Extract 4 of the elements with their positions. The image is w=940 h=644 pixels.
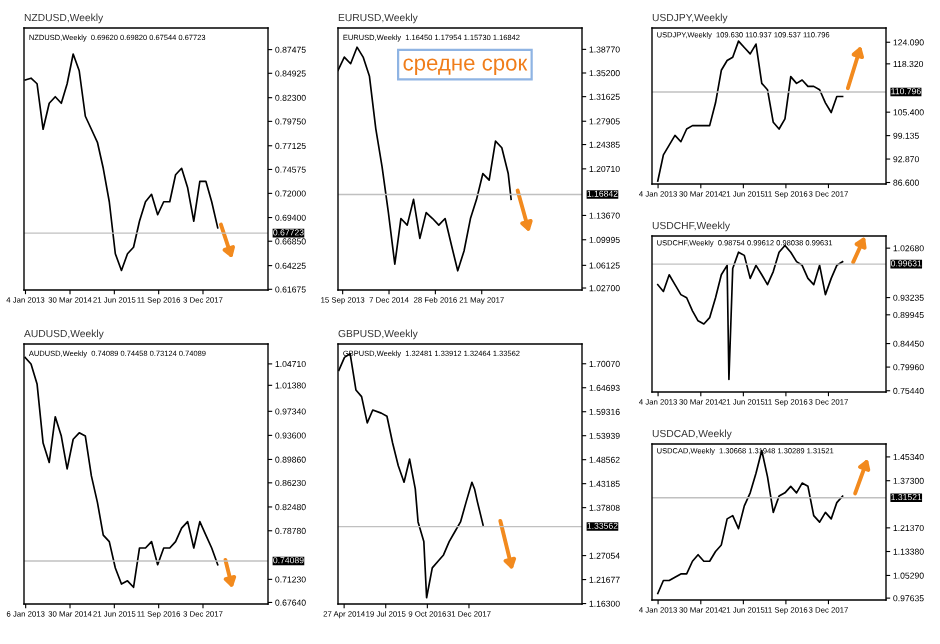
line-series	[338, 352, 484, 599]
line-series	[656, 449, 844, 595]
annotation: средне срок	[403, 58, 528, 76]
line-series	[656, 244, 844, 381]
